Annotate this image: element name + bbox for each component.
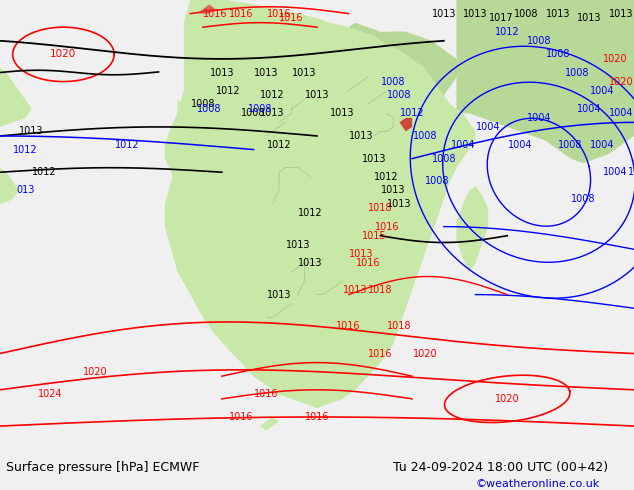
Text: 1008: 1008 xyxy=(242,108,266,118)
Text: 1018: 1018 xyxy=(368,203,392,214)
Text: 1013: 1013 xyxy=(578,13,602,23)
Text: 1008: 1008 xyxy=(381,76,405,87)
Text: 1012: 1012 xyxy=(261,90,285,100)
Polygon shape xyxy=(197,4,216,14)
Text: 1012: 1012 xyxy=(115,140,139,150)
Text: 1020: 1020 xyxy=(83,367,107,377)
Text: 1016: 1016 xyxy=(337,321,361,331)
Text: 1008: 1008 xyxy=(546,49,570,59)
Text: 1013: 1013 xyxy=(267,290,291,299)
Text: 1012: 1012 xyxy=(299,208,323,218)
Text: 1017: 1017 xyxy=(489,13,513,23)
Text: 1008: 1008 xyxy=(425,176,450,186)
Text: 1012: 1012 xyxy=(400,108,424,118)
Text: 1012: 1012 xyxy=(13,145,37,154)
Text: 1020: 1020 xyxy=(413,348,437,359)
Text: 1008: 1008 xyxy=(565,68,589,77)
Text: 1012: 1012 xyxy=(375,172,399,182)
Text: 1004: 1004 xyxy=(590,86,614,96)
Text: 013: 013 xyxy=(16,185,34,196)
Text: 1004: 1004 xyxy=(508,140,532,150)
Text: 1013: 1013 xyxy=(210,68,234,77)
Text: 1013: 1013 xyxy=(20,126,44,136)
Text: 1012: 1012 xyxy=(495,27,519,37)
Text: 1024: 1024 xyxy=(39,390,63,399)
Polygon shape xyxy=(399,118,412,131)
Text: 1013: 1013 xyxy=(292,68,316,77)
Text: 1004: 1004 xyxy=(609,108,633,118)
Text: 1013: 1013 xyxy=(261,108,285,118)
Text: 1013: 1013 xyxy=(463,9,488,19)
Text: Tu 24-09-2024 18:00 UTC (00+42): Tu 24-09-2024 18:00 UTC (00+42) xyxy=(393,462,608,474)
Text: 1016: 1016 xyxy=(229,9,253,19)
Text: 1013: 1013 xyxy=(387,199,411,209)
Text: 1013: 1013 xyxy=(299,258,323,268)
Text: 1013: 1013 xyxy=(362,154,386,164)
Text: 1012: 1012 xyxy=(267,140,291,150)
Text: Surface pressure [hPa] ECMWF: Surface pressure [hPa] ECMWF xyxy=(6,462,200,474)
Text: 1004: 1004 xyxy=(603,167,627,177)
Text: 1016: 1016 xyxy=(267,9,291,19)
Text: 1012: 1012 xyxy=(216,86,240,96)
Text: 1020: 1020 xyxy=(495,394,519,404)
Polygon shape xyxy=(165,0,476,408)
Text: 1018: 1018 xyxy=(368,285,392,295)
Text: 1008: 1008 xyxy=(387,90,411,100)
Text: 1013: 1013 xyxy=(546,9,570,19)
Text: 1013: 1013 xyxy=(381,185,405,196)
Text: 1020: 1020 xyxy=(603,54,627,64)
Text: 1016: 1016 xyxy=(368,348,392,359)
Text: 1004: 1004 xyxy=(451,140,475,150)
Polygon shape xyxy=(0,168,19,204)
Text: 1004: 1004 xyxy=(476,122,500,132)
Polygon shape xyxy=(349,0,634,163)
Text: 1013: 1013 xyxy=(349,249,373,259)
Text: 1013: 1013 xyxy=(432,9,456,19)
Text: 1013: 1013 xyxy=(609,9,633,19)
Text: 1016: 1016 xyxy=(305,412,329,422)
Text: 1013: 1013 xyxy=(286,240,310,250)
Text: 1013: 1013 xyxy=(343,285,367,295)
Polygon shape xyxy=(260,417,279,431)
Text: 1008: 1008 xyxy=(432,154,456,164)
Text: 1016: 1016 xyxy=(375,221,399,232)
Text: 1018: 1018 xyxy=(387,321,411,331)
Text: 1013: 1013 xyxy=(305,90,329,100)
Polygon shape xyxy=(456,186,488,272)
Text: 1013: 1013 xyxy=(349,131,373,141)
Text: 1020: 1020 xyxy=(50,49,77,59)
Text: 1013: 1013 xyxy=(330,108,354,118)
Text: 1008: 1008 xyxy=(571,195,595,204)
Text: ©weatheronline.co.uk: ©weatheronline.co.uk xyxy=(476,480,600,490)
Text: 1016: 1016 xyxy=(254,390,278,399)
Text: 1008: 1008 xyxy=(514,9,538,19)
Text: 1004: 1004 xyxy=(578,104,602,114)
Polygon shape xyxy=(393,32,463,95)
Text: 1008: 1008 xyxy=(559,140,583,150)
Text: 1008: 1008 xyxy=(248,104,272,114)
Text: 1016: 1016 xyxy=(204,9,228,19)
Text: 1016: 1016 xyxy=(356,258,380,268)
Text: 1008: 1008 xyxy=(197,104,221,114)
Text: 1016: 1016 xyxy=(280,13,304,23)
Polygon shape xyxy=(0,68,32,127)
Polygon shape xyxy=(165,100,266,231)
Text: 1012: 1012 xyxy=(32,167,56,177)
Text: 1008: 1008 xyxy=(413,131,437,141)
Text: 1008: 1008 xyxy=(527,36,551,46)
Text: 1008: 1008 xyxy=(191,99,215,109)
Text: 1020: 1020 xyxy=(609,76,633,87)
Text: 1016: 1016 xyxy=(229,412,253,422)
Polygon shape xyxy=(241,290,412,408)
Text: 1015: 1015 xyxy=(362,231,386,241)
Text: 1013: 1013 xyxy=(254,68,278,77)
Text: 1004: 1004 xyxy=(527,113,551,123)
Text: 1004: 1004 xyxy=(590,140,614,150)
Text: 1008: 1008 xyxy=(628,167,634,177)
